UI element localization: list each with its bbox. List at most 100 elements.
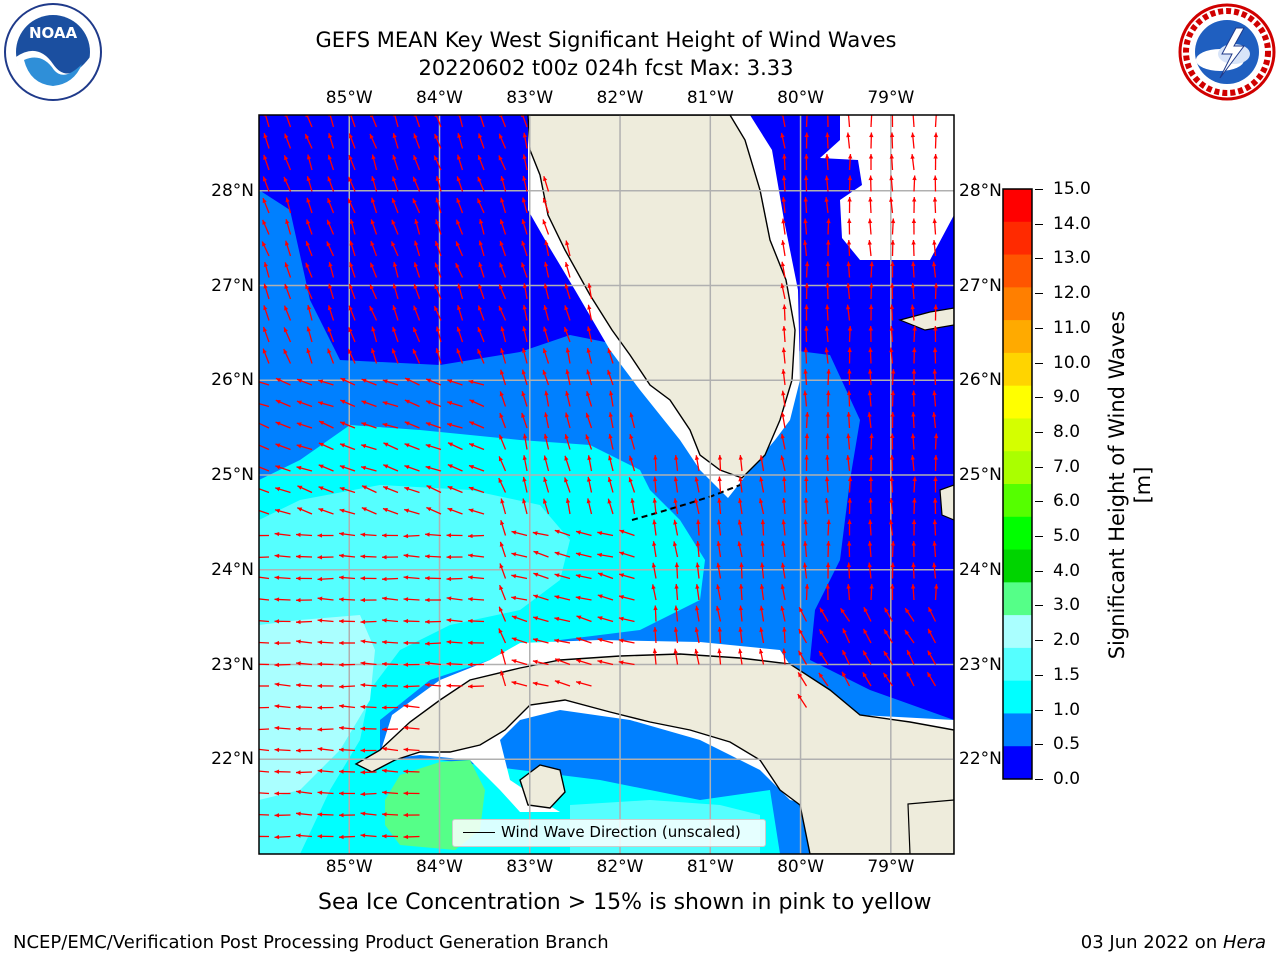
wave-arrow-head [628,477,633,483]
wave-arrow-head [910,304,915,310]
wave-arrow-head [340,399,346,404]
wave-arrow-head [382,555,387,560]
wave-arrow-head [425,597,430,603]
wave-arrow-head [511,637,517,642]
wave-arrow-head [254,401,259,405]
wave-arrow-head [759,605,764,611]
wave-arrow-head [456,219,461,225]
wave-arrow-head [361,422,367,427]
colorbar-swatch [1003,647,1032,682]
wave-arrow-head [274,791,280,796]
wave-arrow-head [576,530,581,535]
wave-arrow-head [533,594,539,599]
wave-arrow-head [933,304,938,310]
wave-arrow [435,115,442,128]
wave-arrow-head [672,541,678,547]
wave-arrow-head [869,283,874,288]
wave-arrow-head [933,476,938,482]
wave-arrow-head [253,706,258,710]
wave-arrow-head [889,326,894,331]
wave-arrow [259,748,270,752]
wave-arrow-head [499,284,504,290]
wave-arrow-head [383,464,389,469]
wave-arrow-head [392,326,397,332]
wave-arrow-head [253,597,258,601]
wave-arrow-head [586,391,591,397]
wave-arrow-head [803,240,808,245]
wave-arrow-head [500,498,505,504]
wave-arrow-head [478,283,483,289]
wave-arrow-head [932,197,938,202]
wave-arrow-head [274,619,280,624]
wave-arrow-head [349,240,354,246]
wave-arrow-head [382,508,388,513]
wave-arrow-head [554,638,560,643]
wave-arrow [306,115,313,128]
wave-arrow-head [842,628,847,634]
wave-arrow [264,115,270,128]
wave-arrow-head [798,672,803,678]
wave-arrow-head [889,197,894,202]
wave-arrow-head [619,551,625,556]
wave-arrow-head [370,197,376,203]
wave-arrow-head [933,326,938,331]
wave-arrow-head [404,508,410,513]
wave-arrow-head [619,573,625,578]
wave-arrow-head [716,519,722,525]
wave-arrow-head [274,769,280,774]
wave-arrow-head [521,197,527,203]
wave-arrow-head [803,347,809,353]
colorbar-swatch [1003,451,1032,485]
wave-arrow-head [317,533,323,538]
wave-arrow-head [500,520,505,526]
wave-arrow-head [382,683,387,688]
colorbar-tick-label: 8.0 [1053,421,1081,442]
wave-arrow-head [739,584,744,589]
wave-arrow-head [884,629,889,635]
wave-arrow-head [847,476,853,482]
wave-arrow-head [457,283,462,289]
wave-arrow-head [780,261,786,267]
wave-arrow-head [318,508,324,513]
wave-arrow-head [554,680,560,685]
wave-arrow-head [826,369,831,374]
wave-arrow-head [863,607,868,613]
wave-arrow-head [910,433,916,439]
wave-arrow-head [674,584,679,589]
tick-label: 25°N [959,465,1002,486]
wave-arrow-head [339,575,344,580]
colorbar-tick-label: 0.0 [1053,769,1081,789]
wave-arrow-head [317,834,323,839]
wave-arrow-head [564,326,569,332]
wave-arrow-head [403,553,409,558]
wave-arrow-head [933,498,938,503]
wave-arrow-head [883,651,889,657]
wave-arrow-head [478,133,483,139]
wave-arrow-head [889,132,895,138]
wave-arrow-head [847,347,852,353]
wave-arrow-head [862,672,867,678]
wave-arrow-head [846,455,851,460]
colorbar-frame [1002,188,1033,780]
tick-label: 85°W [325,857,373,877]
wave-arrow-head [826,519,831,525]
wave-arrow-head [499,585,504,591]
wave-arrow-head [802,562,808,568]
wave-arrow-head [403,575,409,580]
wave-arrow-head [904,629,910,635]
wave-arrow-head [274,747,280,753]
wave-arrow-head [533,572,539,577]
wave-arrow-head [522,154,527,160]
tick-label: 23°N [959,654,1002,675]
wave-arrow-head [391,348,397,354]
tick-label: 83°W [506,857,554,877]
wave-arrow-head [468,533,473,539]
wave-arrow-head [737,519,743,525]
wave-arrow-head [274,531,280,537]
wave-arrow-head [498,628,503,634]
wave-arrow-head [863,628,868,634]
wave-arrow-head [435,326,441,332]
wave-arrow-head [340,378,346,383]
wave-arrow-head [760,541,765,546]
wave-arrow-head [499,563,504,569]
